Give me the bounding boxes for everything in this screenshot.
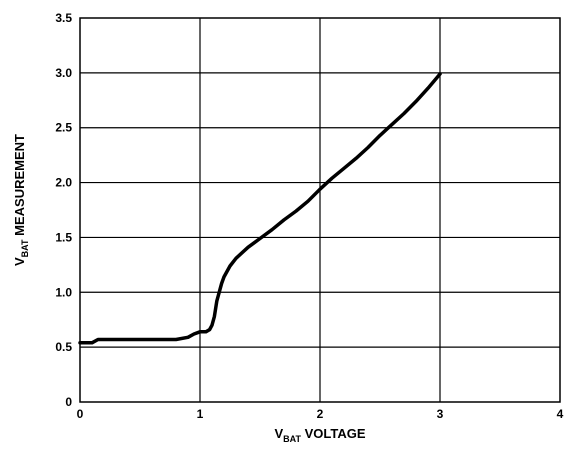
y-axis-title-subscript: BAT [20, 239, 30, 257]
x-axis-title-prefix: V [274, 426, 283, 441]
y-axis-title-suffix: MEASUREMENT [12, 134, 27, 240]
y-tick-label: 2.0 [55, 176, 72, 190]
y-tick-label: 0 [65, 395, 72, 409]
x-tick-label: 1 [197, 407, 204, 421]
data-series [78, 72, 442, 345]
x-tick-label: 4 [557, 407, 564, 421]
x-tick-label: 2 [317, 407, 324, 421]
grid-lines [80, 18, 560, 402]
x-axis-title-subscript: BAT [283, 434, 301, 444]
y-axis-title-prefix: V [12, 257, 27, 266]
y-axis-title: VBAT MEASUREMENT [12, 134, 30, 266]
plot-frame [79, 17, 561, 403]
y-tick-label: 0.5 [55, 340, 72, 354]
y-tick-label: 2.5 [55, 121, 72, 135]
y-tick-label: 1.0 [55, 285, 72, 299]
x-tick-label: 3 [437, 407, 444, 421]
y-tick-label: 3.0 [55, 66, 72, 80]
y-tick-label: 1.5 [55, 230, 72, 244]
plot-border [79, 17, 561, 403]
x-axis-title-suffix: VOLTAGE [301, 426, 366, 441]
y-tick-label: 3.5 [55, 11, 72, 25]
y-axis-ticks: 0 0.5 1.0 1.5 2.0 2.5 3.0 3.5 [55, 11, 72, 409]
series-line [78, 72, 442, 345]
x-axis-ticks: 0 1 2 3 4 [77, 407, 564, 421]
x-tick-label: 0 [77, 407, 84, 421]
x-axis-title: VBAT VOLTAGE [274, 426, 365, 444]
